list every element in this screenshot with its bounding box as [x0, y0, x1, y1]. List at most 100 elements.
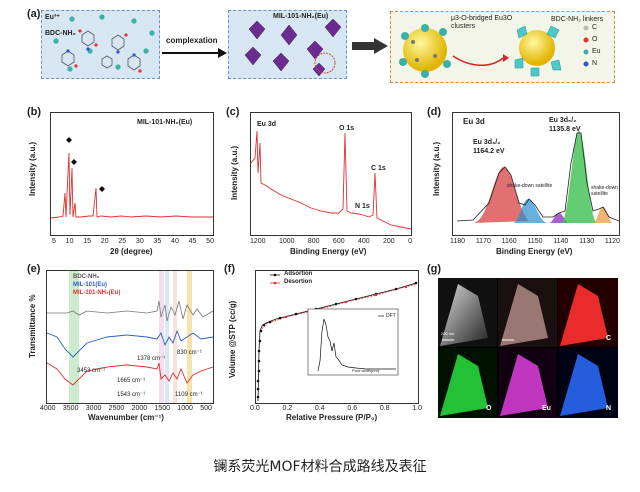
complexation-arrow-icon — [162, 48, 227, 58]
panel-d-ylabel: Intensity (a.u.) — [432, 141, 441, 196]
panel-c-ylabel: Intensity (a.u.) — [230, 145, 239, 200]
panel-f-ylabel: Volume @STP (cc/g) — [228, 300, 237, 378]
cluster-structure-illustration — [399, 24, 589, 78]
tick: 3000 — [85, 405, 102, 412]
panel-e-ylabel: Transmittance % — [28, 294, 37, 358]
annot-830: 830 cm⁻¹ — [177, 350, 202, 356]
linker-label: BDC-NH₂ — [45, 30, 76, 37]
panel-b-label: (b) — [27, 106, 42, 118]
tick: 0.8 — [379, 405, 390, 412]
tick: 1140 — [553, 238, 569, 245]
panel-f-xlabel: Relative Pressure (P/P₀) — [286, 413, 378, 422]
xrd-pattern — [50, 137, 213, 219]
eu3d-spectrum — [456, 131, 620, 223]
peak2-label: Eu 3d₅/₂ — [549, 117, 577, 124]
tick: 15 — [83, 238, 92, 245]
annot-3453: 3453 cm⁻¹ — [77, 368, 106, 374]
tick: 40 — [171, 238, 179, 245]
tick: 600 — [332, 238, 345, 245]
peak1-label: Eu 3d₃/₂ — [473, 139, 501, 146]
tick: 35 — [153, 238, 162, 245]
panel-d-label: (d) — [427, 106, 442, 118]
tick: 500 — [200, 405, 212, 412]
panel-c-xlabel: Binding Energy (eV) — [290, 247, 367, 256]
tick: 1000 — [278, 238, 295, 245]
panel-a-structure-box: μ3-O-bridged Eu3O clusters BDC-NH₂ linke… — [390, 11, 615, 83]
linker-label-2: BDC-NH₂ linkers — [551, 16, 604, 23]
legend-n: N — [592, 60, 598, 67]
tick: 400 — [357, 238, 370, 245]
panel-d-xticks: 1180 1170 1160 1150 1140 1130 1120 — [450, 238, 620, 245]
legend-mil101nh2: MIL-101-NH₂(Eu) — [73, 290, 121, 296]
tick: 0.6 — [347, 405, 358, 412]
panel-g-eds-grid: 200 nm C O Eu N — [438, 278, 618, 418]
tick: 1180 — [450, 238, 466, 245]
tick: 1130 — [579, 238, 595, 245]
annot-1665: 1665 cm⁻¹ — [117, 378, 146, 384]
tick: 2500 — [108, 405, 125, 412]
peak-o1s: O 1s — [339, 125, 355, 132]
legend-c: C — [592, 24, 598, 31]
panel-e-xlabel: Wavenumber (cm⁻¹) — [88, 413, 164, 422]
panel-a-mof-box: MIL-101-NH₂(Eu) — [228, 10, 347, 79]
tick: 45 — [188, 238, 197, 245]
zoom-arrow-icon — [352, 38, 388, 54]
eds-maps — [438, 278, 618, 418]
tick: 2000 — [131, 405, 148, 412]
tick: 1.0 — [412, 405, 422, 412]
panel-e-xticks: 4000 3500 3000 2500 2000 1500 1000 500 — [40, 405, 212, 412]
tick: 1200 — [250, 238, 266, 245]
scale-bar-label: 200 nm — [441, 331, 455, 336]
tick: 1000 — [177, 405, 193, 412]
tick: 0.4 — [314, 405, 325, 412]
panel-a-precursor-box: Eu³⁺ BDC-NH₂ — [41, 10, 160, 79]
tick: 50 — [206, 238, 214, 245]
panel-a-label: (a) — [27, 8, 41, 20]
panel-d-plot: Eu 3d Eu 3d₃/₂ 1164.2 eV Eu 3d₅/₂ 1135.8… — [452, 112, 620, 236]
panel-f-xticks: 0.0 0.2 0.4 0.6 0.8 1.0 — [250, 405, 422, 412]
inset-legend: DFT — [386, 313, 396, 319]
panel-b-ylabel: Intensity (a.u.) — [28, 141, 37, 196]
tick: 3500 — [62, 405, 79, 412]
precursor-illustration — [53, 14, 155, 73]
map-label-n: N — [606, 405, 612, 412]
peak1-value: 1164.2 eV — [473, 148, 505, 155]
complexation-label: complexation — [166, 36, 218, 45]
legend-eu: Eu — [592, 48, 601, 55]
tick: 1150 — [527, 238, 543, 245]
panel-g-label: (g) — [427, 263, 442, 275]
panel-b-xlabel: 2θ (degree) — [110, 247, 153, 256]
panel-d-xlabel: Binding Energy (eV) — [496, 247, 573, 256]
tick: 1170 — [475, 238, 491, 245]
tick: 200 — [383, 238, 395, 245]
map-label-o: O — [486, 405, 492, 412]
annot-1543: 1543 cm⁻¹ — [117, 392, 146, 398]
eu-ion-label: Eu³⁺ — [45, 14, 60, 21]
panel-b-xticks: 5 10 15 20 25 30 35 40 45 50 — [52, 238, 214, 245]
panel-e-label: (e) — [27, 263, 41, 275]
panel-d-title: Eu 3d — [463, 117, 485, 126]
map-label-c: C — [606, 335, 612, 342]
legend-o: O — [592, 36, 598, 43]
peak-c1s: C 1s — [371, 165, 386, 172]
legend-mil101: MIL-101(Eu) — [73, 282, 108, 288]
tick: 0.0 — [250, 405, 260, 412]
annot-1109: 1109 cm⁻¹ — [175, 392, 203, 398]
tick: 800 — [307, 238, 320, 245]
tick: 5 — [52, 238, 56, 245]
legend-desorption: Desortion — [284, 279, 313, 285]
zoom-circle-icon — [314, 52, 336, 74]
panel-b-plot: MIL-101-NH₂(Eu) — [50, 112, 214, 236]
panel-f-label: (f) — [224, 263, 235, 275]
bet-isotherm — [256, 273, 418, 402]
inset-xlabel: Pore width(nm) — [352, 368, 380, 373]
tick: 0 — [408, 238, 412, 245]
tick: 1500 — [154, 405, 171, 412]
tick: 1120 — [604, 238, 620, 245]
map-label-eu: Eu — [542, 405, 551, 412]
peak-n1s: N 1s — [355, 203, 370, 210]
satellite-1-label: shake-down satellite — [507, 183, 553, 189]
tick: 0.2 — [282, 405, 293, 412]
panel-c-label: (c) — [226, 106, 240, 118]
panel-e-plot: BDC-NH₂ MIL-101(Eu) MIL-101-NH₂(Eu) 3453… — [46, 270, 214, 404]
